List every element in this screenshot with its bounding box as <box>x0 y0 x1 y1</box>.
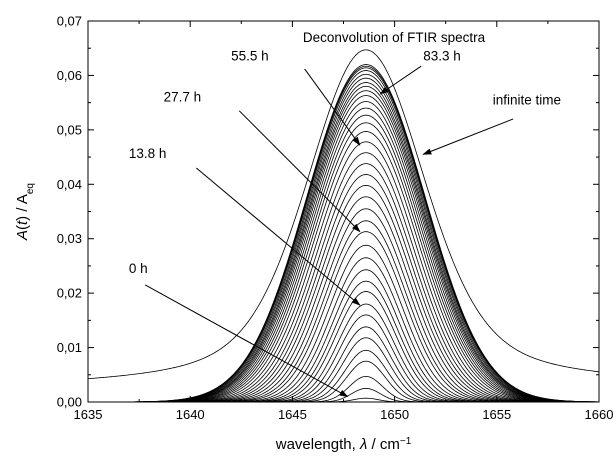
annotation-arrow <box>196 167 361 306</box>
annotation-label: 55.5 h <box>231 49 269 64</box>
y-tick-label: 0,03 <box>57 231 82 246</box>
spectrum-curve <box>88 85 599 403</box>
spectrum-curve <box>88 257 599 403</box>
annotation-arrow <box>238 110 361 233</box>
spectrum-curve <box>88 326 599 403</box>
spectrum-curve <box>88 269 599 403</box>
x-tick-label: 1645 <box>278 407 307 422</box>
y-tick-label: 0,07 <box>57 14 82 29</box>
spectrum-curve <box>88 174 599 403</box>
annotation-arrow <box>144 284 349 397</box>
annotations: 0 h 13.8 h 27.7 h 55.5 h 83.3 h infinite time <box>129 49 561 397</box>
spectrum-curve <box>88 64 600 403</box>
annotation-arrow <box>422 118 514 155</box>
spectrum-curve <box>88 82 599 403</box>
spectrum-curve <box>88 244 599 403</box>
spectrum-curve <box>88 122 599 403</box>
spectrum-curve <box>88 90 599 403</box>
y-tick-label: 0,06 <box>57 68 82 83</box>
annotation-label: infinite time <box>493 92 561 107</box>
x-tick-label: 1655 <box>482 407 511 422</box>
chart-title: Deconvolution of FTIR spectra <box>303 30 486 45</box>
x-axis-label: wavelength, λ / cm−1 <box>275 436 412 454</box>
infinite-time-curve <box>87 49 600 380</box>
y-tick-label: 0,01 <box>57 340 82 355</box>
spectrum-curve <box>88 220 599 403</box>
annotation-label: 83.3 h <box>423 49 461 64</box>
spectrum-curve <box>88 196 599 403</box>
y-tick-label: 0,05 <box>57 122 82 137</box>
spectrum-curve <box>88 65 600 403</box>
annotation-arrow <box>379 65 422 95</box>
x-tick-label: 1650 <box>380 407 409 422</box>
y-tick-label: 0,00 <box>57 395 82 410</box>
x-tick-label: 1660 <box>585 407 614 422</box>
annotation-label: 27.7 h <box>164 90 202 105</box>
annotation-arrow <box>304 68 361 146</box>
spectrum-curve <box>88 314 599 403</box>
spectrum-curve <box>88 231 599 403</box>
y-axis-label: A(t) / Aeq <box>14 183 36 241</box>
x-tick-label: 1635 <box>74 407 103 422</box>
annotation-label: 0 h <box>129 261 148 276</box>
spectrum-curve <box>88 131 599 403</box>
axis-ticks: 1635 1640 1645 1650 1655 1660 0,00 0,01 0,02 0,03… <box>57 14 614 423</box>
spectrum-curve <box>88 95 599 403</box>
x-tick-label: 1640 <box>176 407 205 422</box>
annotation-label: 13.8 h <box>129 146 167 161</box>
spectrum-curve <box>88 163 599 403</box>
y-tick-label: 0,02 <box>57 286 82 301</box>
y-tick-label: 0,04 <box>57 177 82 192</box>
